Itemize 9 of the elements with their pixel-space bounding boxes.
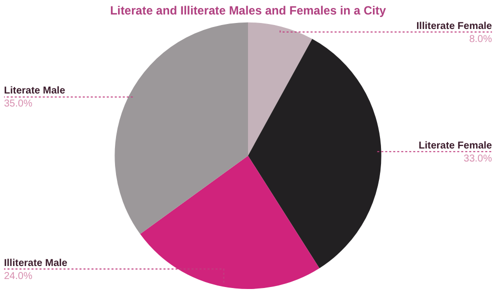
data-label: 35.0% — [4, 98, 32, 110]
data-label: 24.0% — [4, 270, 32, 282]
slice-label: Illiterate Male — [4, 258, 68, 269]
slice-label: Literate Male — [4, 86, 66, 97]
chart-title: Literate and Illiterate Males and Females in a City — [110, 3, 386, 18]
data-label: 33.0% — [464, 153, 492, 164]
slice-label: Illiterate Female — [416, 20, 492, 32]
data-label: 8.0% — [469, 34, 492, 45]
slice-label: Literate Female — [418, 140, 492, 152]
